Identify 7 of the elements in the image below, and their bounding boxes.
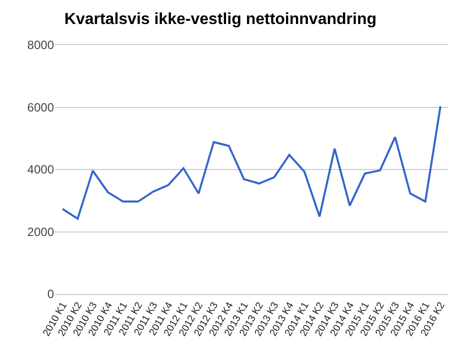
y-tick-label: 8000 xyxy=(27,38,54,52)
y-tick-label: 0 xyxy=(47,287,54,302)
y-tick-label: 6000 xyxy=(27,100,54,114)
line-series xyxy=(62,105,442,220)
y-tick-label: 4000 xyxy=(27,162,54,177)
chart-title: Kvartalsvis ikke-vestlig nettoinnvandring xyxy=(64,10,376,28)
y-tick-label: 2000 xyxy=(27,224,54,239)
